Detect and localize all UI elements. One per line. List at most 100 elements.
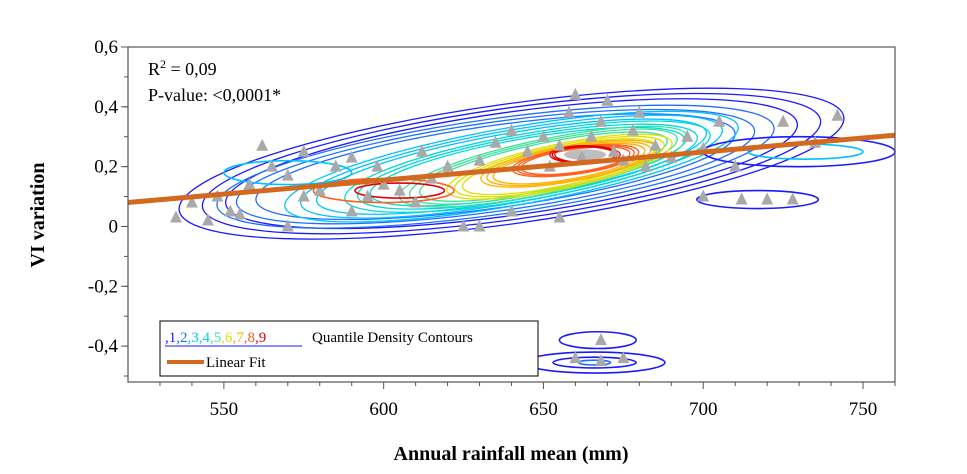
data-point bbox=[521, 144, 534, 157]
contour-line bbox=[224, 98, 799, 230]
data-point bbox=[553, 138, 566, 151]
data-point bbox=[607, 144, 620, 157]
contour-core bbox=[563, 149, 607, 161]
contour-line bbox=[454, 135, 665, 198]
data-point bbox=[626, 123, 639, 136]
pvalue-annotation: P-value: <0,0001* bbox=[148, 85, 281, 105]
legend-contour-digit: ,2 bbox=[176, 330, 187, 346]
legend-contour-digit: ,4 bbox=[199, 330, 211, 346]
contour-line bbox=[223, 159, 353, 186]
contour-line bbox=[284, 110, 739, 223]
y-axis-title: VI variation bbox=[27, 163, 49, 268]
contour-line bbox=[446, 133, 673, 200]
contour-line bbox=[216, 104, 775, 229]
x-tick-label: 750 bbox=[849, 399, 878, 420]
data-point bbox=[345, 204, 358, 217]
data-point bbox=[594, 333, 607, 346]
axis-ticks: 550 600 650 700 750 0,6 0,4 0,2 0 -0,2 -0,4 bbox=[88, 37, 896, 420]
data-point bbox=[243, 177, 256, 190]
contour-line bbox=[344, 120, 711, 213]
data-point bbox=[639, 159, 652, 172]
data-point bbox=[441, 159, 454, 172]
data-point bbox=[233, 207, 246, 220]
legend: ,1,2,3,4,5,6,7,8,9 Quantile Density Cont… bbox=[159, 320, 539, 377]
data-point bbox=[409, 195, 422, 208]
contour-line bbox=[552, 356, 637, 369]
data-point bbox=[537, 129, 550, 142]
contour-line bbox=[523, 351, 666, 374]
data-point bbox=[697, 189, 710, 202]
data-point bbox=[594, 354, 607, 367]
legend-contour-label: Quantile Density Contours bbox=[312, 330, 473, 346]
legend-contour-digit: ,8 bbox=[244, 330, 255, 346]
data-point bbox=[585, 129, 598, 142]
data-point bbox=[256, 138, 269, 151]
legend-contour-digit: ,6 bbox=[221, 330, 233, 346]
r2-annotation: R2 = 0,09 bbox=[148, 57, 217, 79]
density-contours bbox=[178, 87, 896, 374]
data-point bbox=[777, 114, 790, 127]
data-point bbox=[563, 105, 576, 118]
data-point bbox=[489, 135, 502, 148]
data-point bbox=[265, 159, 278, 172]
data-point bbox=[649, 138, 662, 151]
data-point bbox=[617, 351, 630, 364]
data-point bbox=[569, 351, 582, 364]
contour-line bbox=[178, 87, 845, 240]
data-point bbox=[594, 114, 607, 127]
data-point bbox=[377, 177, 390, 190]
data-point bbox=[473, 219, 486, 232]
data-point bbox=[786, 192, 799, 205]
y-tick-label: 0,4 bbox=[94, 97, 118, 118]
contour-line bbox=[419, 131, 668, 202]
linear-fit bbox=[127, 132, 896, 206]
data-point bbox=[281, 219, 294, 232]
data-point bbox=[473, 153, 486, 166]
data-point bbox=[313, 183, 326, 196]
data-point bbox=[297, 189, 310, 202]
data-point bbox=[201, 213, 214, 226]
data-point bbox=[761, 192, 774, 205]
data-point bbox=[505, 204, 518, 217]
data-point bbox=[713, 114, 726, 127]
data-point bbox=[393, 183, 406, 196]
fit-line bbox=[127, 132, 896, 206]
x-axis-title: Annual rainfall mean (mm) bbox=[394, 443, 629, 465]
legend-contour-digit: ,5 bbox=[210, 330, 221, 346]
legend-contour-digit: ,1 bbox=[165, 330, 176, 346]
legend-box bbox=[159, 320, 539, 377]
contour-line bbox=[354, 182, 446, 199]
legend-contour-digit: ,7 bbox=[233, 330, 245, 346]
y-tick-label: 0,6 bbox=[94, 37, 118, 58]
contour-line bbox=[235, 108, 756, 225]
x-tick-label: 700 bbox=[689, 399, 718, 420]
data-point bbox=[729, 159, 742, 172]
data-point bbox=[553, 210, 566, 223]
data-point bbox=[281, 168, 294, 181]
data-point bbox=[569, 87, 582, 100]
data-point bbox=[361, 189, 374, 202]
data-point bbox=[329, 159, 342, 172]
y-tick-label: -0,4 bbox=[88, 336, 119, 357]
data-point bbox=[831, 108, 844, 121]
data-point bbox=[575, 150, 588, 163]
x-tick-label: 650 bbox=[529, 399, 558, 420]
data-point bbox=[735, 192, 748, 205]
data-point bbox=[185, 195, 198, 208]
x-tick-label: 600 bbox=[369, 399, 398, 420]
contour-line bbox=[696, 189, 820, 210]
data-point bbox=[505, 123, 518, 136]
data-point bbox=[601, 93, 614, 106]
legend-contour-swatch: ,1,2,3,4,5,6,7,8,9 bbox=[165, 330, 266, 346]
x-tick-label: 550 bbox=[210, 399, 239, 420]
data-point bbox=[681, 129, 694, 142]
data-point bbox=[371, 159, 384, 172]
data-point bbox=[224, 204, 237, 217]
y-tick-label: 0 bbox=[109, 216, 119, 237]
legend-fit-label: Linear Fit bbox=[206, 355, 266, 371]
contour-line bbox=[201, 92, 822, 235]
data-point bbox=[633, 105, 646, 118]
legend-contour-digit: ,3 bbox=[188, 330, 199, 346]
data-point bbox=[169, 210, 182, 223]
